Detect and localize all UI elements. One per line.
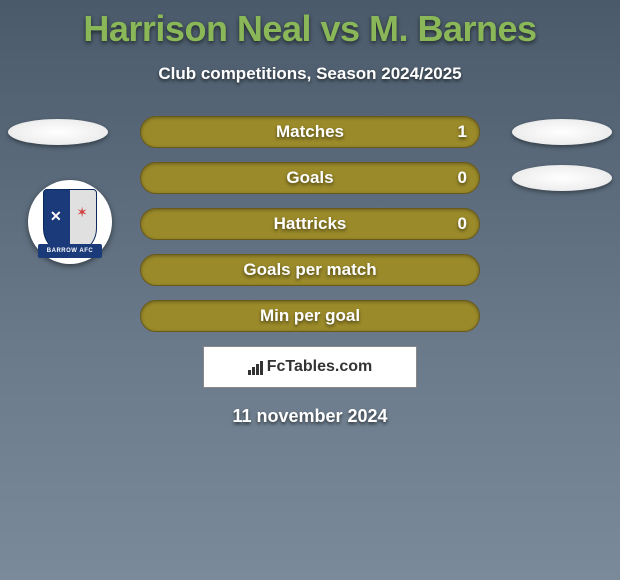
stat-row: Goals per match [0, 254, 620, 286]
stat-bar-goals: Goals 0 [140, 162, 480, 194]
brand-label: FcTables.com [248, 358, 373, 376]
stat-row: Matches 1 [0, 116, 620, 148]
crest-shield-icon: ✕ ✶ BARROW AFC [43, 189, 97, 255]
stat-value: 0 [458, 168, 467, 188]
player-left-oval [8, 119, 108, 145]
crest-detail-icon: ✕ [50, 208, 62, 225]
stat-label: Goals [286, 168, 333, 188]
crest-banner: BARROW AFC [38, 244, 102, 258]
stat-bar-matches: Matches 1 [140, 116, 480, 148]
subtitle: Club competitions, Season 2024/2025 [0, 64, 620, 84]
brand-chart-icon [248, 359, 263, 375]
brand-box: FcTables.com [203, 346, 417, 388]
stat-row: Min per goal [0, 300, 620, 332]
date-label: 11 november 2024 [0, 406, 620, 427]
player-right-oval [512, 119, 612, 145]
crest-star-icon: ✶ [76, 204, 88, 221]
page-title: Harrison Neal vs M. Barnes [0, 0, 620, 50]
stat-bar-goals-per-match: Goals per match [140, 254, 480, 286]
stat-bar-min-per-goal: Min per goal [140, 300, 480, 332]
club-crest: ✕ ✶ BARROW AFC [28, 180, 112, 264]
brand-name: FcTables.com [267, 358, 373, 376]
stat-bar-hattricks: Hattricks 0 [140, 208, 480, 240]
player-right-oval [512, 165, 612, 191]
stat-label: Matches [276, 122, 344, 142]
stat-value: 1 [458, 122, 467, 142]
stat-label: Min per goal [260, 306, 360, 326]
stat-label: Hattricks [274, 214, 347, 234]
stat-label: Goals per match [243, 260, 376, 280]
stat-value: 0 [458, 214, 467, 234]
